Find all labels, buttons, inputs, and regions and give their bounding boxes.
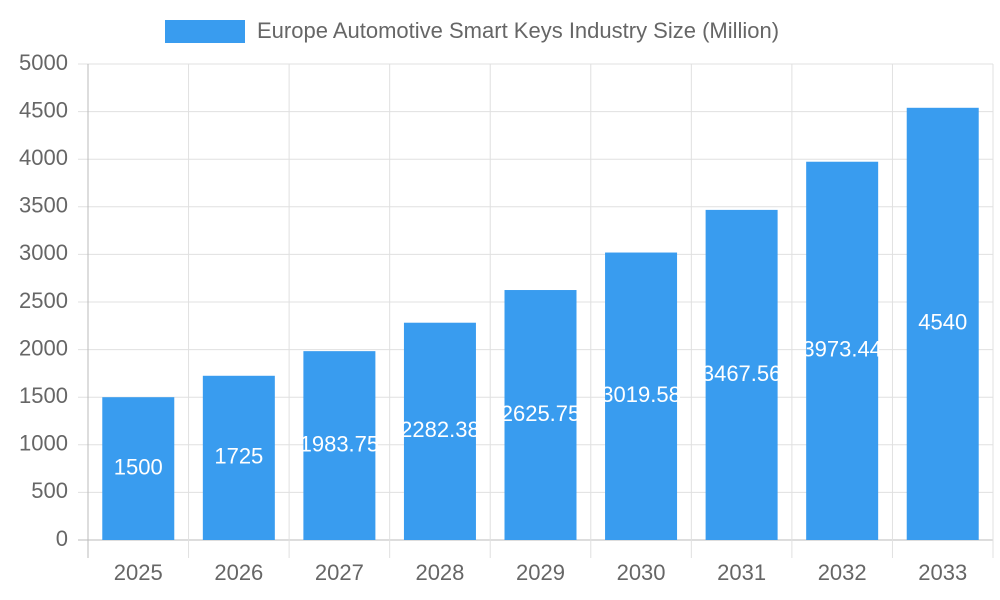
y-tick-label: 2000: [19, 335, 68, 360]
bar: [605, 252, 678, 540]
value-label: 2625.75: [501, 401, 581, 426]
value-label: 1983.75: [300, 431, 380, 456]
bar: [102, 397, 175, 540]
y-tick-label: 2500: [19, 288, 68, 313]
value-label: 1500: [114, 454, 163, 479]
y-tick-label: 5000: [19, 50, 68, 75]
bar: [705, 209, 778, 540]
x-tick-label: 2032: [818, 560, 867, 585]
value-label: 3973.44: [802, 337, 882, 362]
y-tick-label: 1500: [19, 383, 68, 408]
x-tick-label: 2027: [315, 560, 364, 585]
y-tick-label: 3500: [19, 193, 68, 218]
y-tick-label: 3000: [19, 240, 68, 265]
value-label: 3467.56: [702, 361, 782, 386]
value-label: 1725: [214, 444, 263, 469]
legend-swatch: [165, 20, 245, 43]
y-tick-label: 4500: [19, 97, 68, 122]
x-tick-label: 2026: [214, 560, 263, 585]
x-tick-label: 2031: [717, 560, 766, 585]
x-tick-label: 2028: [415, 560, 464, 585]
y-tick-label: 0: [56, 526, 68, 551]
bar: [202, 375, 275, 540]
bar: [806, 161, 879, 540]
bar: [303, 351, 376, 540]
x-tick-label: 2025: [114, 560, 163, 585]
value-label: 2282.38: [400, 417, 480, 442]
value-label: 3019.58: [601, 382, 681, 407]
legend-label: Europe Automotive Smart Keys Industry Si…: [257, 18, 779, 43]
bar: [504, 290, 577, 540]
x-tick-label: 2029: [516, 560, 565, 585]
value-label: 4540: [918, 310, 967, 335]
bar: [403, 322, 476, 540]
y-tick-label: 4000: [19, 145, 68, 170]
y-tick-label: 500: [31, 478, 68, 503]
x-tick-label: 2033: [918, 560, 967, 585]
bar: [906, 107, 979, 541]
x-tick-label: 2030: [617, 560, 666, 585]
y-tick-label: 1000: [19, 431, 68, 456]
